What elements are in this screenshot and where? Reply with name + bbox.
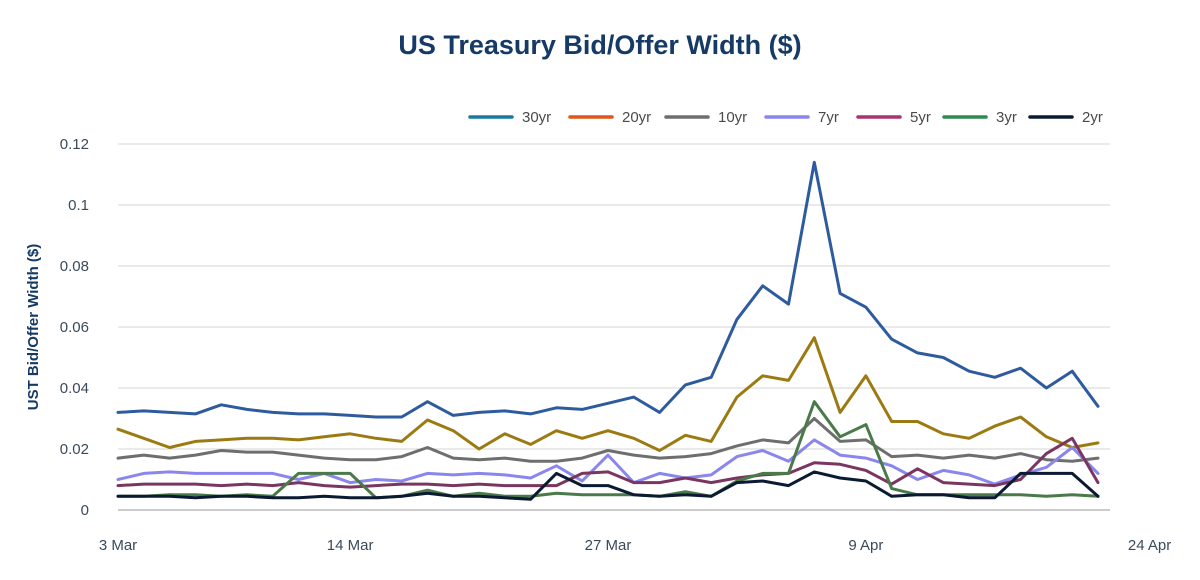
series-line-2yr	[116, 470, 1100, 501]
series-line-30yr	[116, 160, 1100, 419]
series-line-20yr	[116, 336, 1100, 452]
y-axis-title: UST Bid/Offer Width ($)	[25, 244, 42, 411]
legend-label-5yr: 5yr	[910, 109, 931, 126]
legend-label-2yr: 2yr	[1082, 109, 1103, 126]
legend: 30yr 20yr 10yr 7yr 5yr 3yr 2yr	[468, 109, 1103, 126]
series-line-5yr	[116, 436, 1100, 489]
series-line-7yr	[116, 438, 1100, 486]
legend-label-7yr: 7yr	[818, 109, 839, 126]
series-lines	[116, 160, 1100, 501]
x-tick-label: 9 Apr	[848, 537, 883, 554]
y-tick-label: 0.06	[60, 319, 89, 336]
y-tick-label: 0.1	[68, 197, 89, 214]
legend-label-10yr: 10yr	[718, 109, 747, 126]
legend-label-20yr: 20yr	[622, 109, 651, 126]
y-tick-label: 0.04	[60, 380, 89, 397]
x-tick-label: 27 Mar	[585, 537, 632, 554]
y-tick-label: 0.08	[60, 258, 89, 275]
series-line-10yr	[116, 417, 1100, 463]
grid-lines	[118, 143, 1110, 511]
legend-label-30yr: 30yr	[522, 109, 551, 126]
legend-label-3yr: 3yr	[996, 109, 1017, 126]
x-tick-label: 3 Mar	[99, 537, 137, 554]
y-axis-ticks: 0 0.02 0.04 0.06 0.08 0.1 0.12	[60, 136, 89, 519]
x-tick-label: 14 Mar	[327, 537, 374, 554]
y-tick-label: 0.02	[60, 441, 89, 458]
chart-title: US Treasury Bid/Offer Width ($)	[398, 30, 802, 60]
y-tick-label: 0.12	[60, 136, 89, 153]
y-tick-label: 0	[81, 502, 89, 519]
x-axis-ticks: 3 Mar 14 Mar 27 Mar 9 Apr 24 Apr	[99, 537, 1171, 554]
x-tick-label: 24 Apr	[1128, 537, 1171, 554]
